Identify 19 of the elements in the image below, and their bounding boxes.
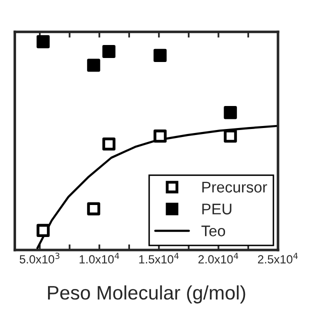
point [36,35,50,48]
point [224,106,237,120]
legend-label: Teo [201,226,226,236]
point [224,130,237,143]
point [154,48,167,62]
point [87,202,100,216]
x-tick-label: 1.0x10$^{4}$ [80,252,120,264]
x-tick-label: 2.0x10$^{4}$ [198,252,238,264]
point [154,130,167,143]
x-tick-label: 5.0x10$^{3}$ [20,252,60,264]
x-tick-label: 1.5x10$^{4}$ [139,252,179,264]
point [102,137,116,151]
point [36,224,50,237]
point [87,58,100,72]
legend-label: PEU [202,204,232,214]
point [102,44,116,58]
x-tick-label: 2.5x10$^{4}$ [258,252,298,264]
x-axis-title: Peso Molecular (g/mol) [48,285,246,304]
legend-label: Precursor [202,182,268,193]
